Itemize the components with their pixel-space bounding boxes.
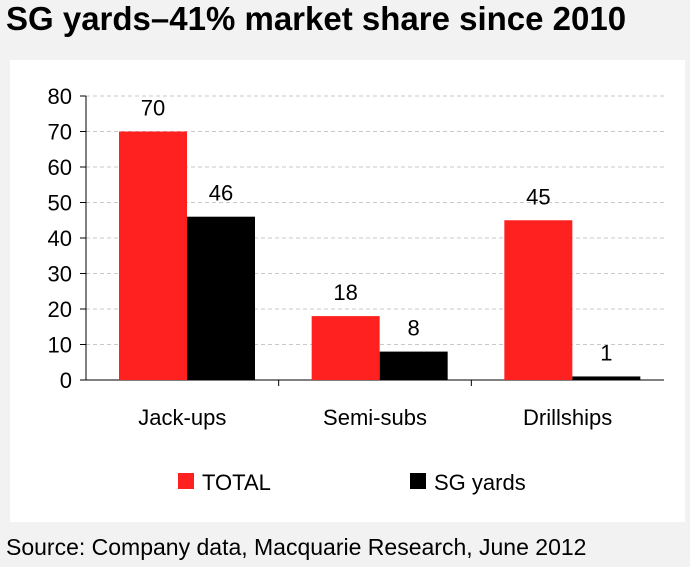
data-label: 18 (333, 280, 357, 305)
y-tick-label: 70 (48, 120, 72, 145)
legend-swatch (410, 473, 426, 489)
y-tick-label: 40 (48, 226, 72, 251)
bar-sg-yards (379, 351, 448, 380)
bar-total (311, 316, 380, 380)
category-label: Drillships (523, 405, 612, 430)
data-label: 45 (526, 184, 550, 209)
y-tick-label: 30 (48, 262, 72, 287)
category-label: Jack-ups (138, 405, 226, 430)
chart-title: SG yards–41% market share since 2010 (6, 0, 627, 37)
y-tick-label: 50 (48, 191, 72, 216)
bar-total (119, 131, 187, 380)
y-tick-label: 0 (60, 368, 72, 393)
bar-sg-yards (187, 216, 255, 380)
data-label: 70 (141, 96, 165, 121)
data-label: 8 (408, 316, 420, 341)
y-tick-label: 10 (48, 333, 72, 358)
bar-total (504, 220, 573, 380)
y-tick-label: 20 (48, 297, 72, 322)
legend-label: TOTAL (202, 470, 271, 495)
y-tick-label: 80 (48, 84, 72, 109)
legend-label: SG yards (434, 470, 526, 495)
source-note: Source: Company data, Macquarie Research… (6, 534, 587, 560)
data-label: 1 (600, 340, 612, 365)
category-label: Semi-subs (323, 405, 427, 430)
legend-swatch (178, 473, 194, 489)
y-tick-label: 60 (48, 155, 72, 180)
data-label: 46 (209, 181, 233, 206)
bar-sg-yards (572, 376, 641, 380)
